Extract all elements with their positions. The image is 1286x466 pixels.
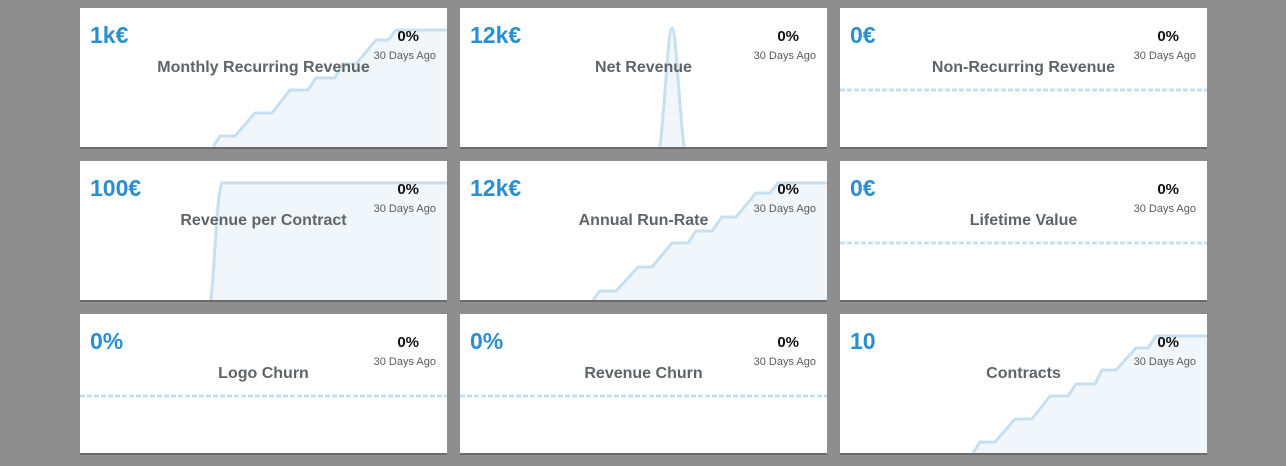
metric-value: 10 (850, 328, 876, 354)
metric-card-contracts[interactable]: 10 Contracts 0% 30 Days Ago (840, 314, 1207, 453)
metric-value: 0€ (850, 175, 876, 201)
metric-card-monthly-recurring-revenue[interactable]: 1k€ Monthly Recurring Revenue 0% 30 Days… (80, 8, 447, 147)
metric-title: Revenue Churn (584, 365, 703, 382)
metric-change: 0% (397, 181, 419, 198)
metric-change: 0% (1157, 28, 1179, 45)
metric-title: Monthly Recurring Revenue (157, 59, 370, 76)
sparkline-mrr (211, 28, 447, 147)
metric-period: 30 Days Ago (373, 356, 436, 368)
metric-period: 30 Days Ago (373, 50, 436, 62)
metric-change: 0% (777, 334, 799, 351)
metric-period: 30 Days Ago (1133, 50, 1196, 62)
metric-card-logo-churn[interactable]: 0% Logo Churn 0% 30 Days Ago (80, 314, 447, 453)
metric-value: 100€ (90, 175, 142, 201)
metric-period: 30 Days Ago (753, 203, 816, 215)
metric-card-lifetime-value[interactable]: 0€ Lifetime Value 0% 30 Days Ago (840, 161, 1207, 300)
sparkline-logo-churn (80, 394, 447, 398)
metric-change: 0% (1157, 334, 1179, 351)
metric-value: 0% (470, 328, 504, 354)
metric-card-revenue-churn[interactable]: 0% Revenue Churn 0% 30 Days Ago (460, 314, 827, 453)
metric-card-net-revenue[interactable]: 12k€ Net Revenue 0% 30 Days Ago (460, 8, 827, 147)
sparkline-non-recurring-revenue (840, 88, 1207, 92)
sparkline-revenue-per-contract (209, 181, 447, 300)
metric-change: 0% (1157, 181, 1179, 198)
metric-value: 0% (90, 328, 124, 354)
metric-value: 12k€ (470, 22, 522, 48)
metric-card-annual-run-rate[interactable]: 12k€ Annual Run-Rate 0% 30 Days Ago (460, 161, 827, 300)
metric-period: 30 Days Ago (1133, 203, 1196, 215)
sparkline-net-revenue (658, 26, 686, 147)
metric-period: 30 Days Ago (753, 356, 816, 368)
metric-value: 0€ (850, 22, 876, 48)
metric-card-revenue-per-contract[interactable]: 100€ Revenue per Contract 0% 30 Days Ago (80, 161, 447, 300)
metric-period: 30 Days Ago (753, 50, 816, 62)
metric-title: Contracts (986, 365, 1061, 382)
metric-card-non-recurring-revenue[interactable]: 0€ Non-Recurring Revenue 0% 30 Days Ago (840, 8, 1207, 147)
metric-title: Logo Churn (218, 365, 309, 382)
metric-change: 0% (397, 28, 419, 45)
sparkline-lifetime-value (840, 241, 1207, 245)
metric-title: Net Revenue (595, 59, 692, 76)
metric-change: 0% (397, 334, 419, 351)
metric-title: Lifetime Value (969, 212, 1078, 229)
metric-value: 1k€ (90, 22, 129, 48)
sparkline-annual-run-rate (591, 181, 827, 300)
sparkline-revenue-churn (460, 394, 827, 398)
metric-title: Annual Run-Rate (578, 212, 709, 229)
metric-period: 30 Days Ago (373, 203, 436, 215)
metric-title: Revenue per Contract (180, 212, 347, 229)
metric-change: 0% (777, 181, 799, 198)
sparkline-contracts (971, 334, 1207, 453)
metric-period: 30 Days Ago (1133, 356, 1196, 368)
metric-title: Non-Recurring Revenue (931, 59, 1116, 76)
metric-change: 0% (777, 28, 799, 45)
metric-value: 12k€ (470, 175, 522, 201)
